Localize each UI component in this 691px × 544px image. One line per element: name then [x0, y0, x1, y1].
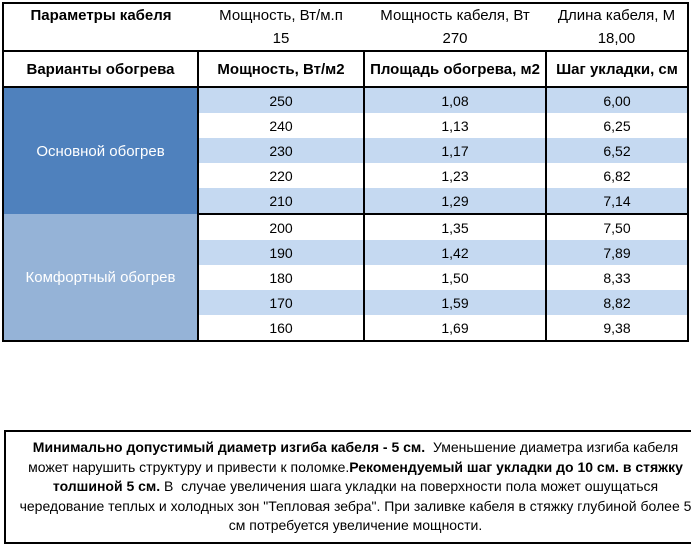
params-value-row: 15 270 18,00 [3, 27, 688, 51]
group-label-main-heating: Основной обогрев [2, 87, 199, 214]
table-row: 190 1,42 7,89 [3, 240, 689, 265]
table-row: 240 1,13 6,25 [3, 113, 689, 138]
cell-step: 6,25 [545, 113, 689, 138]
cell-area: 1,08 [363, 87, 547, 113]
cell-area: 1,35 [363, 213, 547, 240]
note-text: Уменьшение диаметра изгиба кабеля может … [28, 439, 683, 475]
cell-step: 6,52 [545, 138, 689, 163]
cable-warning-note: Минимально допустимый диаметр изгиба каб… [4, 430, 691, 544]
note-text: В случае увеличения шага укладки на пове… [19, 478, 691, 534]
cell-area: 1,17 [363, 138, 547, 163]
param-label-cable-power: Мощность кабеля, Вт [380, 7, 530, 24]
cell-step: 7,14 [545, 188, 689, 214]
cell-power: 160 [197, 315, 365, 341]
params-title: Параметры кабеля [30, 7, 172, 24]
cell-area: 1,50 [363, 265, 547, 290]
cell-step: 8,82 [545, 290, 689, 315]
cell-power: 250 [197, 87, 365, 113]
param-value-cable-power: 270 [442, 30, 468, 47]
cell-step: 7,89 [545, 240, 689, 265]
table-row: Основной обогрев 250 1,08 6,00 [2, 87, 689, 214]
cell-step: 6,82 [545, 163, 689, 188]
cell-area: 1,69 [363, 315, 547, 341]
note-bold-recommended-step: Рекомендуемый шаг укладки до 10 см. в ст… [52, 458, 687, 495]
column-header-area: Площадь обогрева, м2 [363, 50, 547, 88]
table-row: 210 1,29 7,14 [3, 188, 689, 214]
header-row: Варианты обогрева Мощность, Вт/м2 Площад… [2, 50, 689, 88]
cable-calc-table: Параметры кабеля Мощность, Вт/м.п Мощнос… [2, 2, 689, 342]
column-header-power: Мощность, Вт/м2 [197, 50, 365, 88]
cell-area: 1,42 [363, 240, 547, 265]
cell-step: 7,50 [545, 213, 689, 240]
cell-power: 210 [197, 188, 365, 214]
params-label-row: Параметры кабеля Мощность, Вт/м.п Мощнос… [3, 3, 688, 27]
group-label-comfort-heating: Комфортный обогрев [2, 214, 199, 341]
table-row: 180 1,50 8,33 [3, 265, 689, 290]
param-label-cable-length: Длина кабеля, М [557, 7, 676, 24]
cell-area: 1,59 [363, 290, 547, 315]
cell-area: 1,29 [363, 188, 547, 214]
table-row: 160 1,69 9,38 [3, 315, 689, 341]
cell-power: 220 [197, 163, 365, 188]
cell-power: 240 [197, 113, 365, 138]
table-row: Комфортный обогрев 200 1,35 7,50 [2, 213, 689, 341]
param-empty-cell [3, 27, 198, 51]
param-label-power-per-m: Мощность, Вт/м.п [219, 7, 343, 24]
column-header-step: Шаг укладки, см [545, 50, 689, 88]
cell-power: 230 [197, 138, 365, 163]
cell-power: 170 [197, 290, 365, 315]
table-row: 220 1,23 6,82 [3, 163, 689, 188]
table-row: 230 1,17 6,52 [3, 138, 689, 163]
cell-power: 180 [197, 265, 365, 290]
cell-area: 1,23 [363, 163, 547, 188]
cell-power: 190 [197, 240, 365, 265]
cell-step: 8,33 [545, 265, 689, 290]
cell-step: 9,38 [545, 315, 689, 341]
column-header-variants: Варианты обогрева [2, 50, 199, 88]
cell-area: 1,13 [363, 113, 547, 138]
cell-step: 6,00 [545, 87, 689, 113]
note-bold-min-diameter: Минимально допустимый диаметр изгиба каб… [32, 439, 426, 455]
param-value-cable-length: 18,00 [597, 30, 636, 47]
param-value-power-per-m: 15 [272, 30, 290, 47]
table-row: 170 1,59 8,82 [3, 290, 689, 315]
cell-power: 200 [197, 213, 365, 240]
